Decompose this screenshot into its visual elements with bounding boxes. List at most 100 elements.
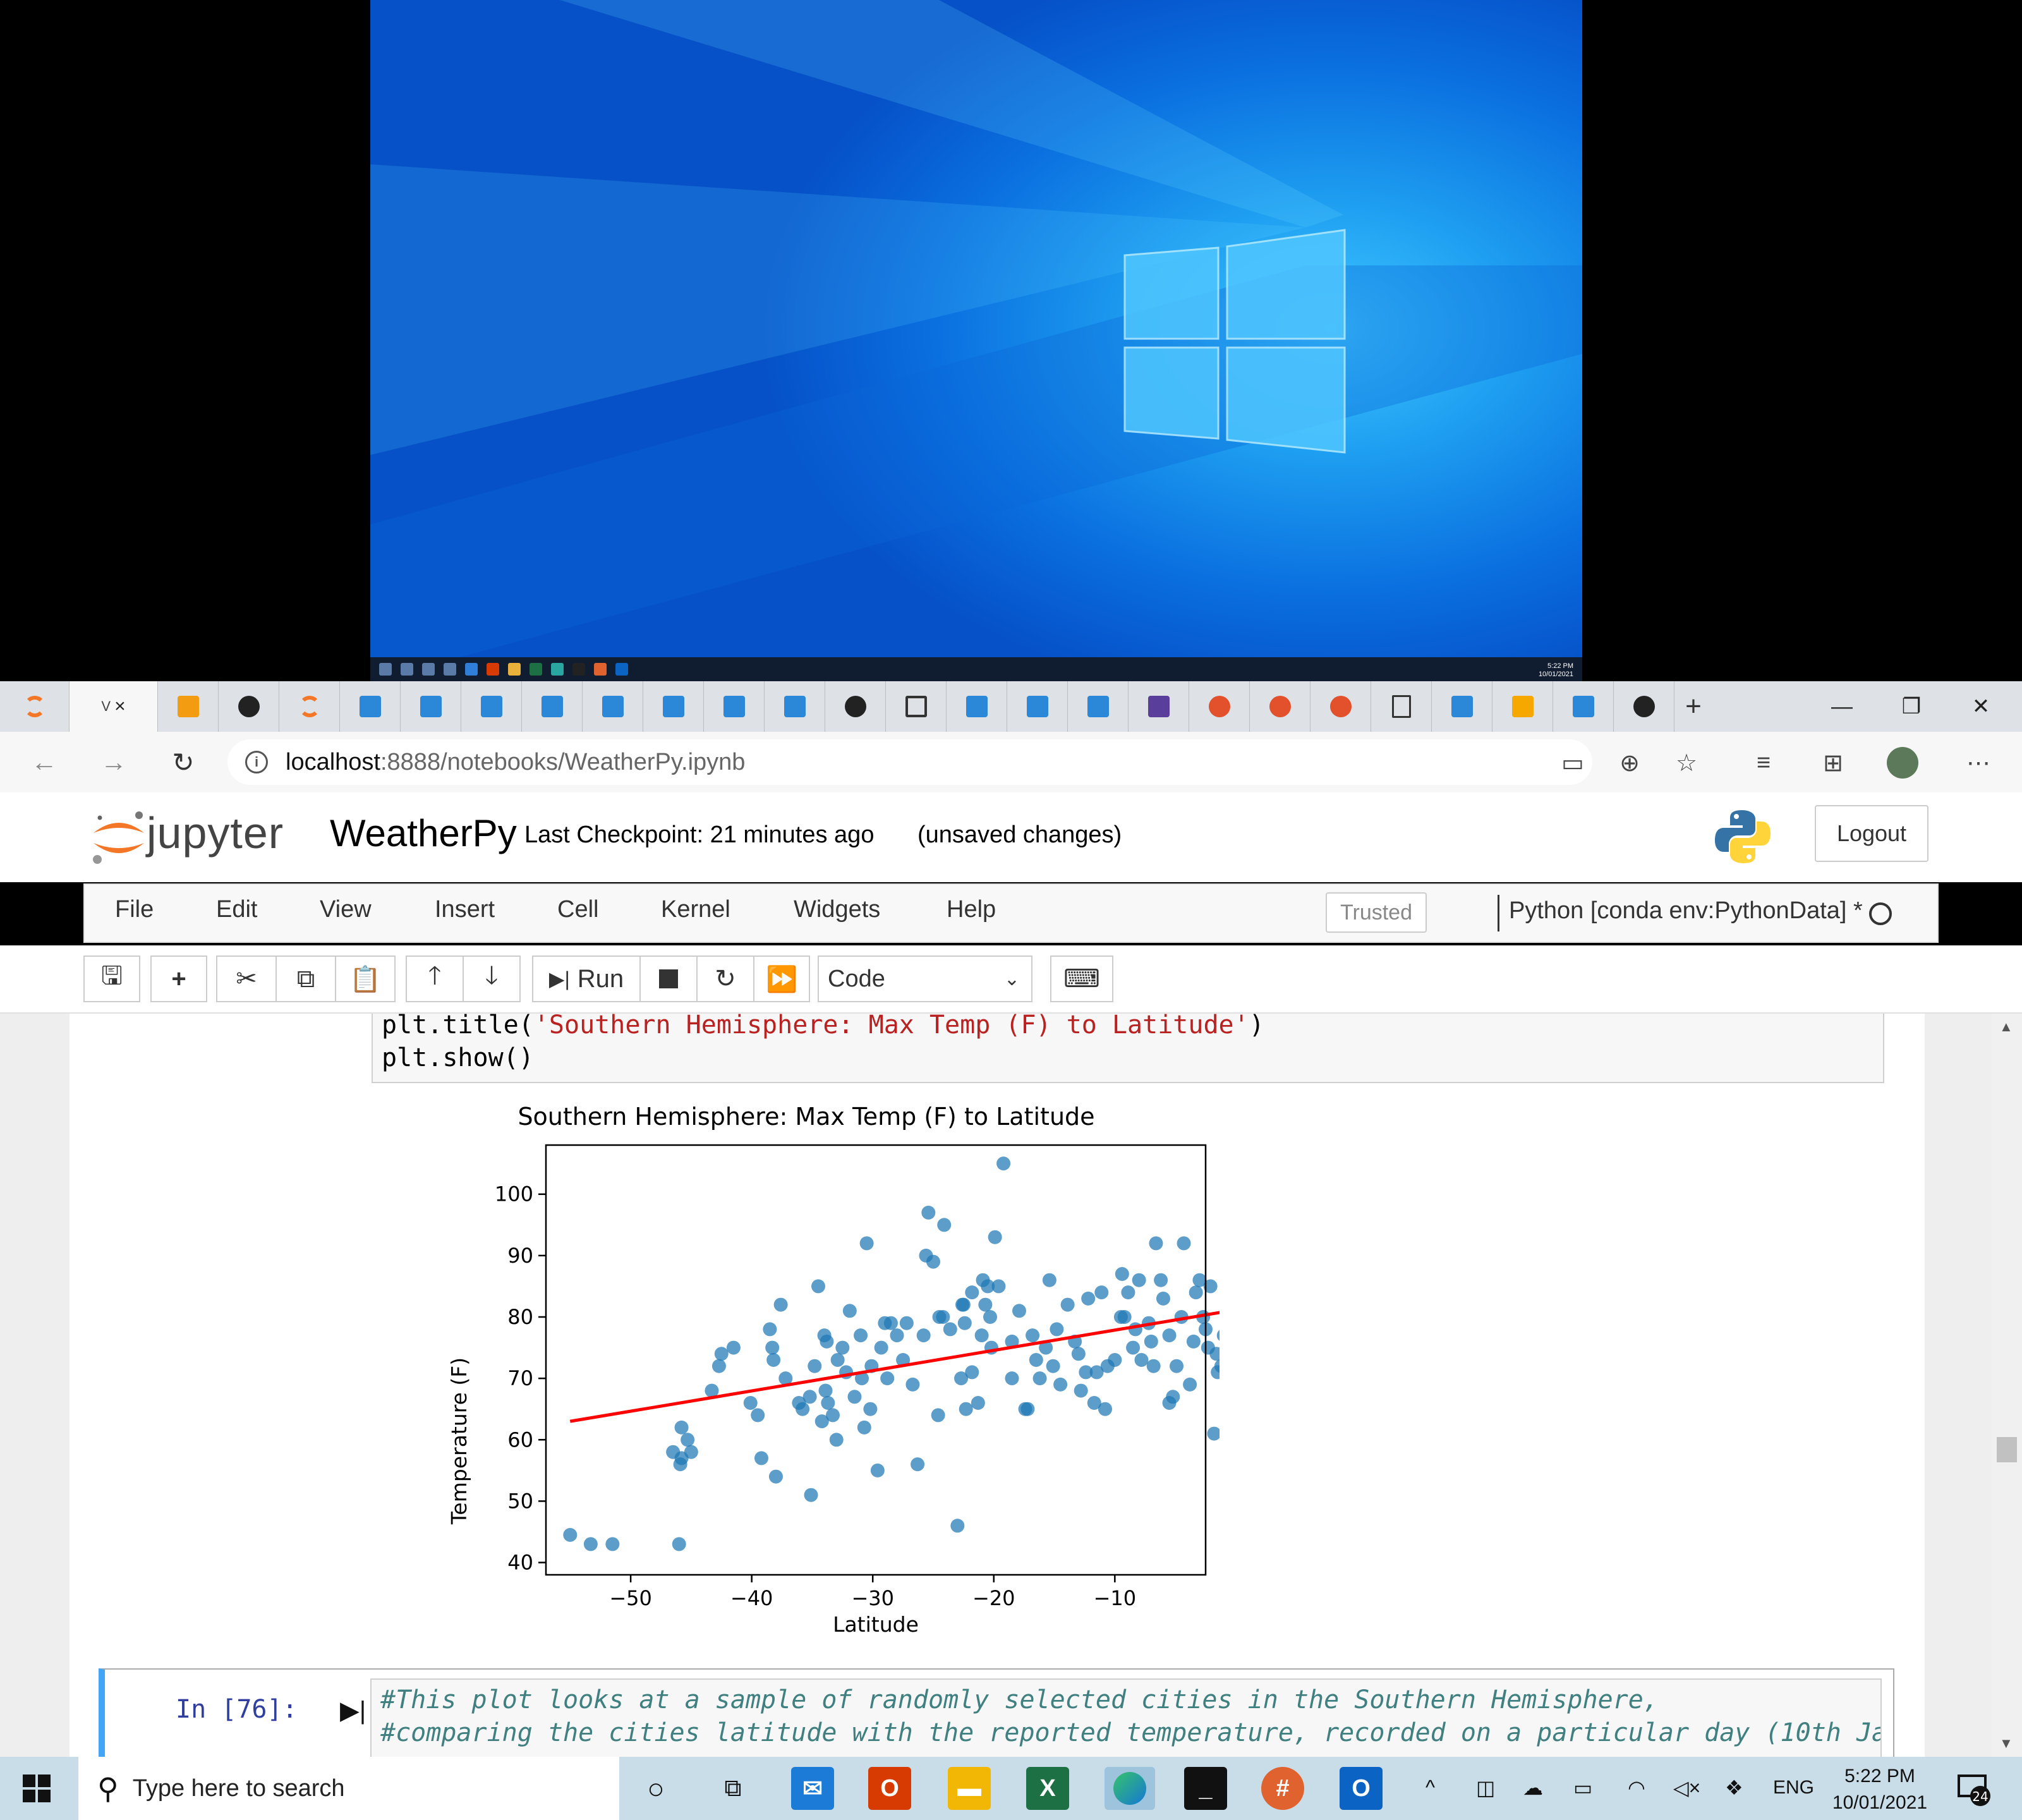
minimize-icon[interactable]: —	[1831, 694, 1853, 719]
previous-cell-code[interactable]: plt.title('Southern Hemisphere: Max Temp…	[372, 1014, 1884, 1083]
tab-bing-1[interactable]	[340, 681, 401, 732]
tab-bing-8[interactable]	[765, 681, 825, 732]
tab-reader[interactable]	[886, 681, 947, 732]
tab-document[interactable]	[1371, 681, 1432, 732]
tab-bing-3[interactable]	[461, 681, 522, 732]
cut-button[interactable]: ✂	[216, 956, 277, 1002]
cortana-icon[interactable]: ○	[647, 1772, 665, 1805]
tab-active[interactable]: V ×	[70, 681, 158, 732]
close-tab-icon[interactable]: ×	[114, 696, 126, 717]
slack-icon[interactable]: #	[1261, 1767, 1304, 1810]
tab-jupyter-2[interactable]	[279, 681, 340, 732]
tab-orange-1[interactable]	[1189, 681, 1250, 732]
profile-avatar-icon[interactable]	[1887, 747, 1918, 779]
notification-center-icon[interactable]: 24	[1955, 1771, 1993, 1809]
move-down-button[interactable]: 🡓	[463, 956, 521, 1002]
tab-bing-9[interactable]	[947, 681, 1007, 732]
restart-run-all-button[interactable]: ⏩	[753, 956, 810, 1002]
forward-icon[interactable]: →	[100, 747, 127, 777]
copy-button[interactable]: ⧉	[275, 956, 336, 1002]
code-cell-76[interactable]: In [76]: ▶| #This plot looks at a sample…	[99, 1668, 1894, 1757]
refresh-icon[interactable]: ↻	[172, 747, 195, 777]
more-icon[interactable]: ⋯	[1966, 749, 1990, 777]
notebook-name[interactable]: WeatherPy	[330, 812, 517, 854]
tab-2[interactable]	[158, 681, 219, 732]
trusted-indicator[interactable]: Trusted	[1326, 892, 1427, 933]
tab-github-1[interactable]	[219, 681, 279, 732]
command-palette-button[interactable]: ⌨	[1050, 956, 1113, 1002]
edge-icon[interactable]	[1105, 1767, 1155, 1810]
file-explorer-icon[interactable]: ▬	[948, 1767, 991, 1810]
interrupt-button[interactable]	[639, 956, 698, 1002]
meet-now-icon[interactable]: ◫	[1476, 1776, 1496, 1799]
start-button[interactable]	[23, 1774, 51, 1802]
tab-r[interactable]	[1492, 681, 1553, 732]
run-button[interactable]: ▶| Run	[532, 956, 641, 1002]
tab-jupyter-home[interactable]	[0, 681, 70, 732]
url-field[interactable]: i localhost:8888/notebooks/WeatherPy.ipy…	[227, 739, 1592, 785]
kernel-name[interactable]: Python [conda env:PythonData] *	[1509, 897, 1863, 924]
volume-muted-icon[interactable]: ◁×	[1673, 1776, 1701, 1799]
paste-button[interactable]: 📋	[335, 956, 396, 1002]
onedrive-icon[interactable]: ☁	[1523, 1776, 1543, 1799]
menu-insert[interactable]: Insert	[435, 896, 495, 923]
mail-icon[interactable]: ✉	[791, 1767, 834, 1810]
restart-button[interactable]: ↻	[696, 956, 754, 1002]
scroll-thumb[interactable]	[1997, 1437, 2017, 1462]
zoom-icon[interactable]: ⊕	[1619, 749, 1640, 777]
tab-github-3[interactable]	[1614, 681, 1674, 732]
cell-type-select[interactable]: Code ⌄	[818, 956, 1032, 1002]
menu-view[interactable]: View	[320, 896, 372, 923]
run-cell-icon[interactable]: ▶|	[340, 1697, 366, 1725]
insert-cell-button[interactable]: +	[150, 956, 207, 1002]
tab-bing-7[interactable]	[704, 681, 765, 732]
tab-bing-6[interactable]	[643, 681, 704, 732]
tab-bing-10[interactable]	[1007, 681, 1068, 732]
menu-help[interactable]: Help	[947, 896, 996, 923]
tab-bing-13[interactable]	[1553, 681, 1614, 732]
close-window-icon[interactable]: ✕	[1971, 695, 1990, 719]
tab-bing-4[interactable]	[522, 681, 583, 732]
scroll-up-icon[interactable]: ▲	[1999, 1019, 2013, 1034]
menu-edit[interactable]: Edit	[216, 896, 258, 923]
back-icon[interactable]: ←	[31, 747, 58, 777]
menu-file[interactable]: File	[115, 896, 154, 923]
read-aloud-icon[interactable]: ▭	[1561, 749, 1584, 777]
restore-icon[interactable]: ❐	[1901, 695, 1922, 719]
save-button[interactable]: 🖫	[83, 956, 140, 1002]
jupyter-logo-icon[interactable]	[88, 806, 149, 867]
tab-bing-12[interactable]	[1432, 681, 1492, 732]
scroll-down-icon[interactable]: ▼	[1999, 1735, 2013, 1751]
tab-chart-site[interactable]	[1129, 681, 1189, 732]
tab-orange-3[interactable]	[1311, 681, 1371, 732]
task-view-icon[interactable]: ⧉	[724, 1774, 742, 1802]
tab-bing-2[interactable]	[401, 681, 461, 732]
logout-button[interactable]: Logout	[1815, 805, 1928, 862]
collections-icon[interactable]: ⊞	[1823, 749, 1843, 777]
new-tab-button[interactable]: +	[1685, 691, 1702, 722]
battery-icon[interactable]: ▭	[1573, 1776, 1593, 1799]
favorite-star-icon[interactable]: ☆	[1675, 749, 1698, 777]
menu-widgets[interactable]: Widgets	[794, 896, 881, 923]
tab-orange-2[interactable]	[1250, 681, 1311, 732]
dropbox-icon[interactable]: ❖	[1725, 1776, 1743, 1799]
language-indicator[interactable]: ENG	[1773, 1777, 1815, 1798]
office-icon[interactable]: O	[868, 1767, 911, 1810]
site-info-icon[interactable]: i	[245, 751, 268, 774]
wifi-icon[interactable]: ◠	[1628, 1776, 1645, 1799]
tab-bing-5[interactable]	[583, 681, 643, 732]
outlook-icon[interactable]: O	[1340, 1767, 1383, 1810]
menu-kernel[interactable]: Kernel	[661, 896, 730, 923]
notebook-scrollbar[interactable]: ▲ ▼	[1992, 1014, 2022, 1757]
cell-76-code[interactable]: #This plot looks at a sample of randomly…	[370, 1678, 1882, 1757]
move-up-button[interactable]: 🡑	[406, 956, 464, 1002]
excel-icon[interactable]: X	[1026, 1767, 1069, 1810]
tab-github-2[interactable]	[825, 681, 886, 732]
terminal-icon[interactable]: _	[1184, 1767, 1227, 1810]
taskbar-search[interactable]: ⚲ Type here to search	[78, 1757, 619, 1820]
favorites-icon[interactable]: ≡	[1756, 749, 1771, 776]
show-hidden-icons-icon[interactable]: ^	[1426, 1776, 1436, 1799]
taskbar-clock[interactable]: 5:22 PM 10/01/2021	[1832, 1766, 1928, 1813]
tab-bing-11[interactable]	[1068, 681, 1129, 732]
menu-cell[interactable]: Cell	[557, 896, 599, 923]
